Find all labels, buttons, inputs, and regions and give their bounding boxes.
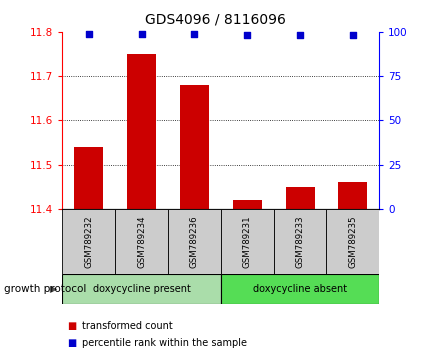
FancyBboxPatch shape — [220, 274, 378, 304]
Text: GSM789232: GSM789232 — [84, 215, 93, 268]
Text: doxycycline absent: doxycycline absent — [252, 284, 346, 295]
FancyBboxPatch shape — [326, 209, 378, 274]
Point — [243, 33, 250, 38]
FancyBboxPatch shape — [62, 274, 220, 304]
Point — [296, 33, 303, 38]
Bar — [180, 85, 209, 209]
Bar — [232, 200, 261, 209]
Text: transformed count: transformed count — [82, 321, 172, 331]
Text: GDS4096 / 8116096: GDS4096 / 8116096 — [145, 12, 285, 27]
Text: ■: ■ — [67, 321, 76, 331]
FancyBboxPatch shape — [62, 209, 115, 274]
Text: growth protocol: growth protocol — [4, 284, 86, 295]
Text: GSM789235: GSM789235 — [347, 215, 356, 268]
Point — [349, 33, 356, 38]
FancyBboxPatch shape — [168, 209, 220, 274]
FancyBboxPatch shape — [115, 209, 168, 274]
Text: GSM789234: GSM789234 — [137, 215, 146, 268]
Bar — [127, 54, 156, 209]
Bar — [74, 147, 103, 209]
Text: ■: ■ — [67, 338, 76, 348]
Bar — [338, 182, 366, 209]
Text: GSM789233: GSM789233 — [295, 215, 304, 268]
FancyBboxPatch shape — [220, 209, 273, 274]
Point — [138, 31, 145, 36]
Text: GSM789236: GSM789236 — [190, 215, 199, 268]
Text: percentile rank within the sample: percentile rank within the sample — [82, 338, 246, 348]
FancyBboxPatch shape — [273, 209, 326, 274]
Point — [85, 31, 92, 36]
Text: GSM789231: GSM789231 — [242, 215, 251, 268]
Text: doxycycline present: doxycycline present — [92, 284, 190, 295]
Point — [190, 31, 197, 36]
Bar — [285, 187, 314, 209]
